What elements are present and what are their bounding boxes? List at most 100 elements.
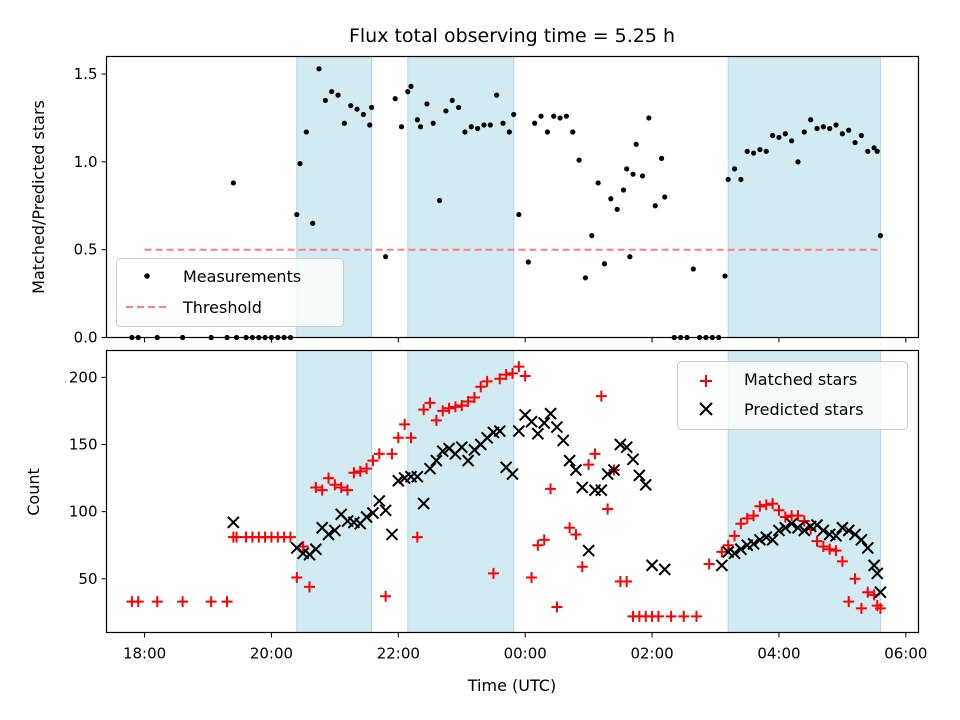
matched-star-point xyxy=(526,571,538,583)
measurement-point xyxy=(852,139,858,146)
top-legend: Measurements Threshold xyxy=(116,258,344,327)
matched-star-point xyxy=(589,448,601,460)
predicted-star-point xyxy=(645,559,659,572)
measurement-point xyxy=(341,120,347,126)
measurement-point xyxy=(487,122,493,128)
matched-star-point xyxy=(443,402,455,414)
measurement-point xyxy=(511,111,517,118)
measurement-point xyxy=(532,120,538,126)
matched-star-point xyxy=(513,361,525,373)
legend-matched-label: Matched stars xyxy=(744,370,857,389)
matched-star-point xyxy=(405,432,417,444)
matched-star-point xyxy=(583,459,595,471)
measurement-point xyxy=(424,101,430,107)
predicted-star-point xyxy=(411,470,424,483)
measurement-point xyxy=(820,124,826,130)
predicted-star-point xyxy=(779,521,792,534)
measurement-point xyxy=(335,92,341,98)
measurement-point xyxy=(757,146,763,153)
measurement-point xyxy=(763,148,769,154)
predicted-star-point xyxy=(842,524,855,537)
measurement-point xyxy=(449,97,455,104)
legend-predicted-marker xyxy=(699,402,713,416)
predicted-star-point xyxy=(760,530,773,544)
predicted-star-point xyxy=(728,547,741,560)
matched-star-point xyxy=(652,610,664,622)
matched-star-point xyxy=(830,545,842,557)
predicted-stars-points xyxy=(227,407,887,599)
shaded-interval-2 xyxy=(727,56,881,338)
measurement-point xyxy=(833,122,839,128)
predicted-star-point xyxy=(436,445,449,458)
measurement-point xyxy=(582,275,589,281)
measurement-point xyxy=(627,254,633,260)
predicted-star-point xyxy=(829,529,843,543)
x-tick-label: 04:00 xyxy=(757,645,800,663)
measurement-point xyxy=(662,194,668,200)
measurement-point xyxy=(874,148,880,154)
top-axes-frame xyxy=(105,55,920,339)
measurement-point xyxy=(436,197,443,204)
y-tick-label: 0.5 xyxy=(74,241,98,259)
measurement-point xyxy=(871,145,877,151)
predicted-star-point xyxy=(747,537,760,551)
top-y-axis-label: Matched/Predicted stars xyxy=(29,100,48,294)
matched-star-point xyxy=(690,610,702,622)
measurement-point xyxy=(846,127,852,133)
x-tick-label: 02:00 xyxy=(630,645,673,663)
measurement-point xyxy=(877,233,884,239)
measurement-point xyxy=(294,211,300,218)
bottom-panel: 50 100 150 200 18:00 20:00 22:00 00:00 02:00 04:… xyxy=(24,349,927,695)
measurement-point xyxy=(576,157,582,163)
legend-measurements-marker xyxy=(144,273,150,279)
measurement-point xyxy=(750,150,757,156)
measurement-point xyxy=(367,122,373,128)
predicted-star-point xyxy=(461,454,475,467)
matched-star-point xyxy=(284,531,296,543)
predicted-star-point xyxy=(360,510,373,524)
predicted-star-point xyxy=(525,415,538,428)
measurement-point xyxy=(557,115,563,121)
measurement-point xyxy=(731,166,738,172)
predicted-star-point xyxy=(512,424,526,438)
measurement-point xyxy=(633,141,639,147)
predicted-star-point xyxy=(871,567,884,580)
x-tick-label: 20:00 xyxy=(250,645,293,663)
matched-star-point xyxy=(487,567,499,579)
y-tick-label: 1.0 xyxy=(74,153,98,171)
matched-star-point xyxy=(621,575,633,587)
predicted-star-point xyxy=(601,467,614,481)
measurement-point xyxy=(462,129,468,135)
matched-star-point xyxy=(310,481,322,493)
y-tick-label: 200 xyxy=(69,368,98,386)
measurement-point xyxy=(348,103,354,109)
measurement-point xyxy=(500,120,506,126)
predicted-star-point xyxy=(309,543,323,556)
predicted-star-point xyxy=(633,469,646,482)
matched-star-point xyxy=(824,543,836,555)
predicted-star-point xyxy=(785,517,798,530)
predicted-star-point xyxy=(423,462,437,475)
predicted-star-point xyxy=(855,533,868,547)
matched-star-point xyxy=(475,381,487,393)
matched-star-point xyxy=(342,484,354,496)
measurement-point xyxy=(725,176,731,183)
measurement-point xyxy=(310,220,316,226)
matched-star-point xyxy=(545,483,557,495)
matched-star-point xyxy=(773,504,785,516)
matched-star-point xyxy=(564,522,576,534)
measurement-point xyxy=(475,125,481,132)
matched-star-point xyxy=(392,432,404,444)
measurement-point xyxy=(595,180,601,186)
predicted-star-point xyxy=(430,454,443,467)
measurement-point xyxy=(408,83,414,89)
predicted-star-point xyxy=(607,463,621,477)
matched-star-point xyxy=(748,510,760,522)
measurement-point xyxy=(494,92,500,98)
measurement-point xyxy=(789,138,795,144)
measurement-point xyxy=(782,131,788,137)
matched-star-point xyxy=(811,535,823,547)
matched-star-point xyxy=(760,499,772,511)
matched-star-point xyxy=(836,555,848,567)
